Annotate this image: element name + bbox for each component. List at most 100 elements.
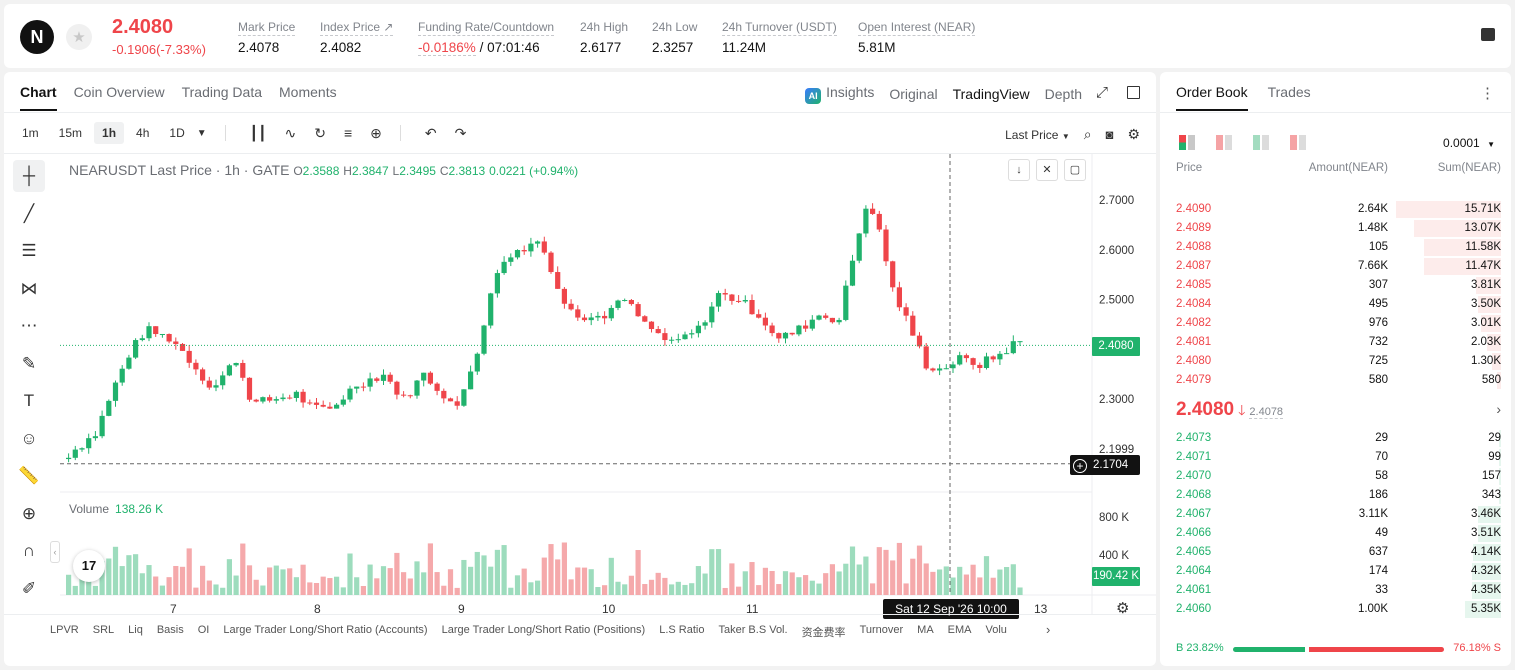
- stat-funding-rate[interactable]: Funding Rate/Countdown -0.0186% / 07:01:…: [418, 18, 555, 56]
- price-chart[interactable]: 2.70002.60002.50002.40002.30002.1999800 …: [4, 72, 1156, 666]
- collapse-icon[interactable]: ✕: [1036, 159, 1058, 181]
- ask-row[interactable]: 2.4089 1.48K 13.07K: [1160, 219, 1511, 238]
- interval-dropdown-icon[interactable]: ▼: [196, 127, 207, 139]
- ruler-tool-icon[interactable]: 📏: [18, 466, 40, 485]
- precision-select[interactable]: 0.0001 ▼: [1443, 136, 1495, 150]
- asks-only-icon[interactable]: [1216, 135, 1232, 150]
- indicator-item[interactable]: Large Trader Long/Short Ratio (Positions…: [441, 624, 646, 636]
- bid-row[interactable]: 2.4070 58 157: [1160, 467, 1511, 486]
- indicator-item[interactable]: Liq: [128, 624, 143, 636]
- fib-tool-icon[interactable]: ☰: [21, 241, 37, 260]
- scale-settings-icon[interactable]: ⚙: [1116, 600, 1130, 617]
- text-tool-icon[interactable]: T: [23, 391, 35, 410]
- emoji-tool-icon[interactable]: ☺: [20, 428, 38, 448]
- view-original[interactable]: Original: [889, 86, 938, 102]
- bid-row[interactable]: 2.4065 637 4.14K: [1160, 543, 1511, 562]
- ask-row[interactable]: 2.4084 495 3.50K: [1160, 295, 1511, 314]
- window-icon[interactable]: [1127, 86, 1140, 99]
- tab-moments[interactable]: Moments: [279, 84, 337, 100]
- compare-icon[interactable]: ↻: [314, 124, 326, 141]
- pattern-tool-icon[interactable]: ⋈: [20, 278, 38, 298]
- gear-icon[interactable]: ⚙: [1127, 126, 1140, 142]
- view-tradingview[interactable]: TradingView: [952, 86, 1030, 102]
- scroll-down-icon[interactable]: ↓: [1008, 159, 1030, 181]
- bid-row[interactable]: 2.4060 1.00K 5.35K: [1160, 600, 1511, 619]
- indicator-next-icon[interactable]: ›: [1046, 622, 1051, 637]
- ask-row[interactable]: 2.4088 105 11.58K: [1160, 238, 1511, 257]
- ask-row[interactable]: 2.4081 732 2.03K: [1160, 333, 1511, 352]
- tab-chart[interactable]: Chart: [20, 84, 57, 111]
- trend-line-tool-icon[interactable]: ╱: [23, 203, 35, 223]
- indicator-item[interactable]: L.S Ratio: [659, 624, 705, 636]
- both-sides-icon[interactable]: [1179, 135, 1195, 150]
- insights-button[interactable]: AI Insights: [805, 84, 874, 104]
- interval-4h[interactable]: 4h: [136, 126, 150, 140]
- templates-icon[interactable]: ≡: [343, 125, 353, 141]
- notebook-icon[interactable]: [1481, 28, 1495, 41]
- ask-row[interactable]: 2.4082 976 3.01K: [1160, 314, 1511, 333]
- stat-open-interest[interactable]: Open Interest (NEAR) 5.81M: [858, 18, 976, 55]
- mid-price-row[interactable]: 2.4080 🡓 2.4078 ›: [1176, 399, 1501, 424]
- interval-1m[interactable]: 1m: [22, 126, 39, 140]
- candle-type-icon[interactable]: ┃┃: [249, 124, 267, 141]
- camera-icon[interactable]: ◙: [1105, 127, 1114, 142]
- bid-row[interactable]: 2.4068 186 343: [1160, 486, 1511, 505]
- view-depth[interactable]: Depth: [1044, 86, 1082, 102]
- chevron-right-icon[interactable]: ›: [1496, 401, 1501, 417]
- zoom-in-tool-icon[interactable]: ⊕: [21, 503, 37, 523]
- price-type-select[interactable]: Last Price ▼: [1005, 127, 1070, 142]
- indicator-item[interactable]: Large Trader Long/Short Ratio (Accounts): [223, 624, 428, 636]
- undo-icon[interactable]: ↶: [424, 124, 437, 141]
- stat-24h-turnover[interactable]: 24h Turnover (USDT) 11.24M: [722, 18, 837, 55]
- add-order-icon[interactable]: +: [1073, 459, 1087, 473]
- bids-only-icon[interactable]: [1253, 135, 1269, 150]
- interval-1d[interactable]: 1D: [169, 126, 185, 140]
- pencil-lock-tool-icon[interactable]: ✐: [21, 578, 37, 598]
- crosshair-tool-icon[interactable]: ┼: [13, 160, 45, 192]
- interval-15m[interactable]: 15m: [58, 126, 83, 140]
- ask-row[interactable]: 2.4087 7.66K 11.47K: [1160, 257, 1511, 276]
- tab-coin-overview[interactable]: Coin Overview: [73, 84, 165, 100]
- indicator-item[interactable]: Volu: [985, 624, 1007, 636]
- collapse-toolbar-icon[interactable]: ‹: [50, 541, 60, 563]
- indicator-item[interactable]: Turnover: [859, 624, 904, 636]
- fullscreen-toggle-icon[interactable]: ▢: [1064, 159, 1086, 181]
- add-alert-icon[interactable]: ⊕: [370, 124, 382, 141]
- tradingview-logo-icon[interactable]: 17: [73, 550, 105, 582]
- expand-icon[interactable]: ⤢: [1095, 84, 1108, 101]
- bid-row[interactable]: 2.4073 29 29: [1160, 429, 1511, 448]
- tab-trades[interactable]: Trades: [1267, 84, 1311, 100]
- ask-row[interactable]: 2.4079 580 580: [1160, 371, 1511, 390]
- indicator-item[interactable]: EMA: [947, 624, 972, 636]
- crosshair-price-tag[interactable]: +2.1704: [1070, 455, 1140, 475]
- favorite-star-icon[interactable]: ★: [66, 24, 92, 50]
- bid-row[interactable]: 2.4066 49 3.51K: [1160, 524, 1511, 543]
- stat-index-price[interactable]: Index Price ↗ 2.4082: [320, 18, 394, 55]
- indicator-item[interactable]: Basis: [156, 624, 184, 636]
- tab-trading-data[interactable]: Trading Data: [181, 84, 263, 100]
- stat-mark-price[interactable]: Mark Price 2.4078: [238, 18, 296, 55]
- more-options-icon[interactable]: ⋮: [1480, 85, 1495, 102]
- bid-row[interactable]: 2.4071 70 99: [1160, 448, 1511, 467]
- indicator-item[interactable]: SRL: [92, 624, 115, 636]
- tab-order-book[interactable]: Order Book: [1176, 84, 1248, 111]
- interval-1h[interactable]: 1h: [94, 122, 125, 144]
- indicators-icon[interactable]: ∿: [284, 124, 297, 141]
- brush-tool-icon[interactable]: ✎: [21, 353, 37, 373]
- indicator-item[interactable]: 资金费率: [801, 627, 846, 639]
- bid-row[interactable]: 2.4064 174 4.32K: [1160, 562, 1511, 581]
- bid-row[interactable]: 2.4067 3.11K 3.46K: [1160, 505, 1511, 524]
- ask-row[interactable]: 2.4085 307 3.81K: [1160, 276, 1511, 295]
- indicator-item[interactable]: Taker B.S Vol.: [718, 624, 788, 636]
- ask-row[interactable]: 2.4080 725 1.30K: [1160, 352, 1511, 371]
- redo-icon[interactable]: ↷: [454, 124, 467, 141]
- indicator-item[interactable]: LPVR: [50, 624, 79, 636]
- bid-row[interactable]: 2.4061 33 4.35K: [1160, 581, 1511, 600]
- asks-bids-icon[interactable]: [1290, 135, 1306, 150]
- ask-row[interactable]: 2.4090 2.64K 15.71K: [1160, 200, 1511, 219]
- indicator-item[interactable]: OI: [197, 624, 210, 636]
- search-icon[interactable]: ⌕: [1083, 126, 1092, 142]
- magnet-tool-icon[interactable]: ∩: [22, 541, 36, 560]
- indicator-item[interactable]: MA: [917, 624, 934, 636]
- projection-tool-icon[interactable]: ⋯: [20, 316, 38, 335]
